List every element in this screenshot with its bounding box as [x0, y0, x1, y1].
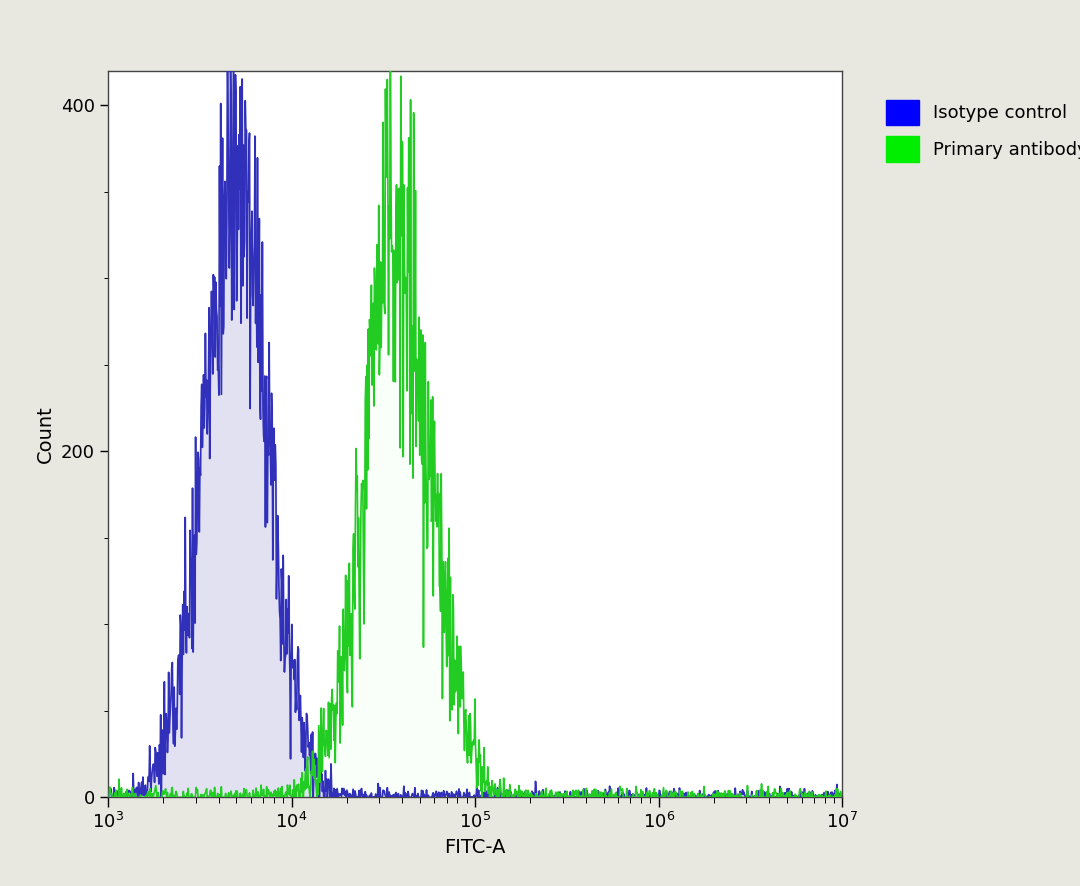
Legend: Isotype control, Primary antibody: Isotype control, Primary antibody: [881, 95, 1080, 167]
Y-axis label: Count: Count: [37, 405, 55, 463]
X-axis label: FITC-A: FITC-A: [445, 837, 505, 857]
